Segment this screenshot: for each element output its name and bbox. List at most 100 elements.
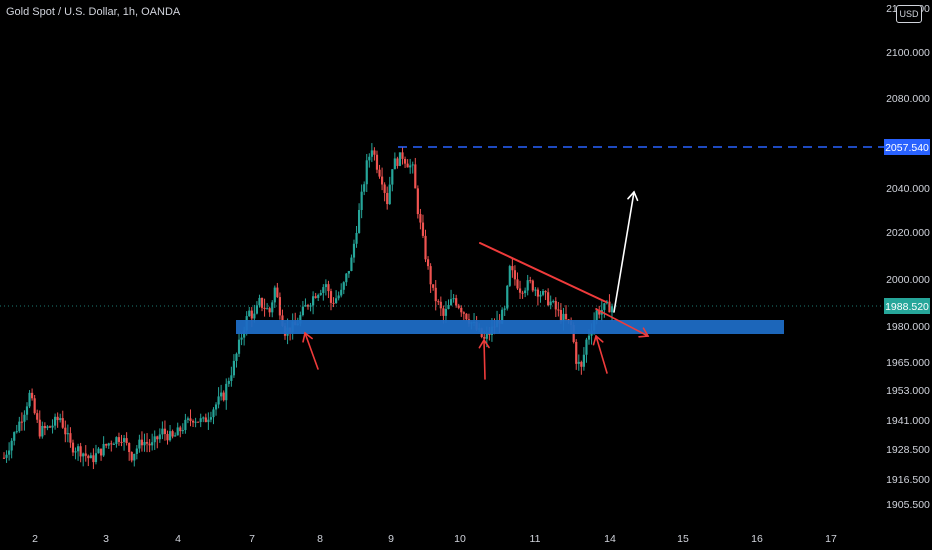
candle-body xyxy=(110,443,113,445)
candle-body xyxy=(524,290,527,294)
candle-body xyxy=(386,192,389,205)
support-touch-arrow[interactable] xyxy=(595,335,608,374)
candle-body xyxy=(337,295,340,299)
resistance-trendline[interactable] xyxy=(479,242,607,303)
y-tick-label: 2040.000 xyxy=(886,183,930,195)
candle-body xyxy=(526,280,529,291)
candle-body xyxy=(503,308,506,310)
support-zone-layer xyxy=(236,320,784,334)
candle-body xyxy=(145,442,149,444)
candle-body xyxy=(158,434,161,440)
candle-body xyxy=(585,339,588,355)
candle-body xyxy=(544,291,547,293)
candle-body xyxy=(161,428,164,435)
candle-body xyxy=(485,333,488,339)
candle-body xyxy=(5,454,8,458)
candle-body xyxy=(133,453,136,461)
support-zone-rectangle[interactable] xyxy=(236,320,784,334)
candle-body xyxy=(48,426,52,428)
candle-body xyxy=(401,152,404,159)
candle-body xyxy=(18,421,21,432)
candle-body xyxy=(299,315,302,324)
candle-body xyxy=(345,273,348,283)
candle-body xyxy=(516,279,519,289)
candle-body xyxy=(357,209,361,233)
candle-body xyxy=(380,176,384,185)
candle-body xyxy=(439,301,442,309)
candle-body xyxy=(304,305,307,307)
candle-body xyxy=(378,169,381,177)
candle-body xyxy=(36,413,39,420)
candle-body xyxy=(567,319,570,321)
candle-body xyxy=(406,163,409,168)
candle-body xyxy=(301,306,304,316)
candle-body xyxy=(375,154,379,170)
support-touch-arrow-head xyxy=(592,334,604,346)
candle-body xyxy=(220,392,223,397)
candle-body xyxy=(184,419,187,431)
candle-body xyxy=(347,270,350,274)
candle-body xyxy=(432,284,435,288)
candle-body xyxy=(521,292,524,294)
time-axis[interactable]: 2 3 4 7 8 9 10 11 14 15 16 17 xyxy=(32,533,837,545)
candle-body xyxy=(222,392,225,401)
projection-arrow[interactable] xyxy=(595,308,649,337)
target-level: 2057.540 xyxy=(398,139,930,155)
support-touch-arrow[interactable] xyxy=(483,339,486,380)
candle-body xyxy=(2,457,6,459)
candle-body xyxy=(174,435,177,437)
candle-body xyxy=(207,419,210,423)
candle-body xyxy=(253,313,256,319)
candle-body xyxy=(370,150,373,157)
candle-body xyxy=(112,443,115,445)
candle-body xyxy=(534,289,537,291)
candle-body xyxy=(350,257,353,271)
candle-body xyxy=(163,428,167,434)
candle-body xyxy=(460,307,463,313)
candle-body xyxy=(329,291,333,303)
candle-body xyxy=(391,169,394,185)
candle-body xyxy=(444,308,448,316)
candle-body xyxy=(508,266,511,286)
candle-body xyxy=(340,289,343,296)
candle-body xyxy=(148,443,151,446)
candle-body xyxy=(102,444,105,456)
price-axis[interactable]: 2120.0002100.0002080.0002040.0002020.000… xyxy=(886,3,930,511)
candle-body xyxy=(587,335,591,340)
candle-body xyxy=(10,440,13,451)
candle-body xyxy=(15,431,18,433)
candle-body xyxy=(64,427,67,435)
support-touch-arrow[interactable] xyxy=(304,332,319,370)
candle-body xyxy=(255,305,259,314)
breakout-arrow[interactable] xyxy=(613,191,635,313)
candle-body xyxy=(342,282,345,290)
candle-body xyxy=(66,433,69,435)
candle-body xyxy=(179,427,182,432)
candle-body xyxy=(549,301,552,306)
candle-body xyxy=(232,360,236,376)
candle-body xyxy=(409,165,412,168)
candle-body xyxy=(266,308,269,310)
breakout-arrow-head xyxy=(627,190,639,202)
candle-body xyxy=(230,375,233,381)
candle-body xyxy=(539,294,542,297)
candle-body xyxy=(258,297,261,306)
y-tick-label: 2100.000 xyxy=(886,47,930,59)
candle-body xyxy=(56,416,59,421)
candle-body xyxy=(82,453,85,457)
candle-body xyxy=(115,437,118,444)
candle-body xyxy=(227,380,230,384)
candle-body xyxy=(79,446,82,457)
x-tick-label: 10 xyxy=(454,533,466,545)
candle-body xyxy=(564,313,568,320)
candle-body xyxy=(324,284,327,288)
candle-body xyxy=(191,420,195,423)
currency-badge[interactable]: USD xyxy=(896,5,922,23)
candle-body xyxy=(398,152,402,166)
support-touch-arrow-head xyxy=(478,338,490,349)
candle-body xyxy=(317,294,320,298)
candle-body xyxy=(278,297,281,316)
candle-body xyxy=(276,287,279,298)
candle-body xyxy=(608,301,611,313)
